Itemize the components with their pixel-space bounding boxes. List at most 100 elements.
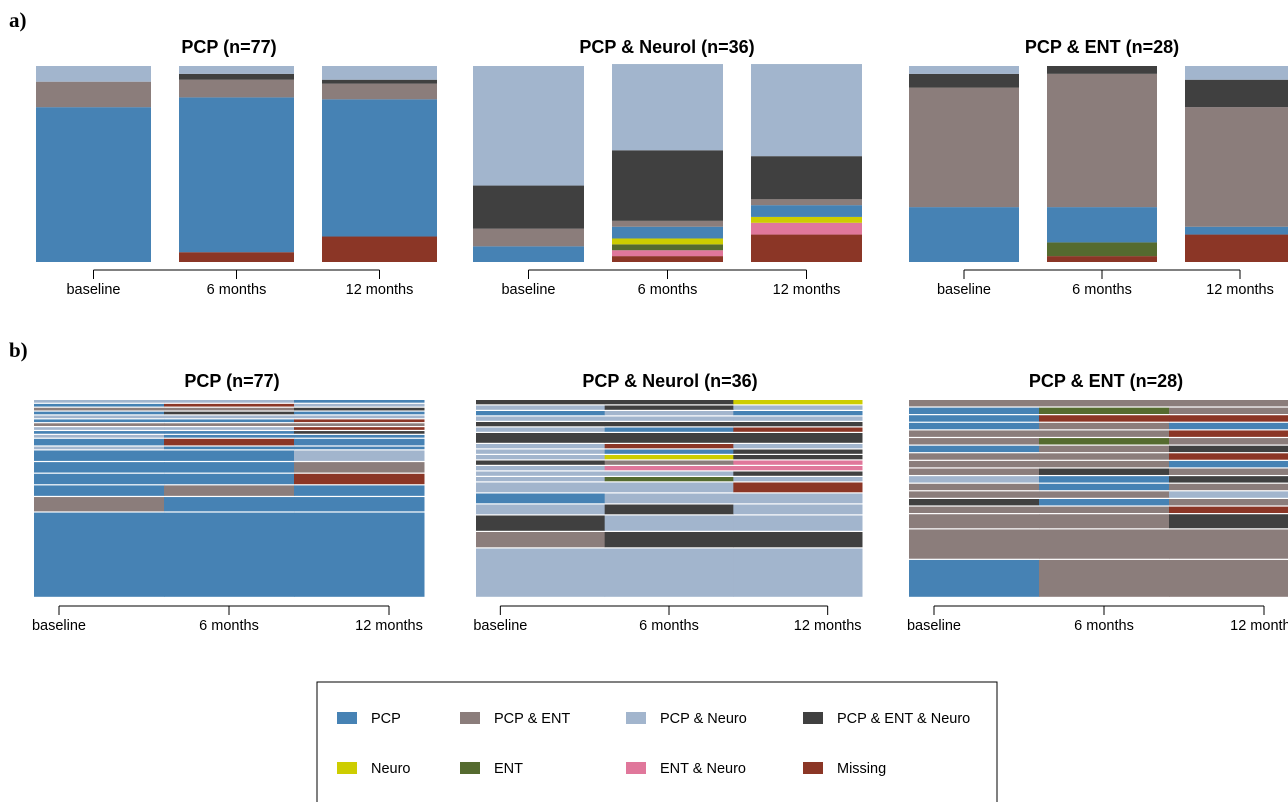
sequence-cell-pcp-and-ent-and-neuro bbox=[294, 407, 425, 411]
sequence-cell-pcp bbox=[34, 411, 165, 415]
sequence-cell-pcp-and-neuro bbox=[34, 434, 165, 438]
sequence-cell-pcp-and-neuro bbox=[476, 449, 606, 454]
sequence-cell-ent-and-neuro bbox=[733, 460, 863, 465]
sequence-row bbox=[909, 506, 1288, 514]
sequence-row bbox=[34, 403, 425, 407]
sequence-cell-pcp bbox=[294, 497, 425, 512]
sequence-cell-pcp bbox=[476, 493, 606, 504]
sequence-cell-pcp-and-neuro bbox=[476, 477, 606, 482]
sequence-cell-missing bbox=[1169, 453, 1288, 460]
legend-swatch bbox=[626, 712, 646, 724]
sequence-cell-pcp-and-neuro bbox=[604, 416, 734, 421]
sequence-cell-pcp-and-neuro bbox=[34, 400, 165, 403]
sequence-cell-pcp-and-neuro bbox=[733, 444, 863, 449]
x-tick-label: 12 months bbox=[355, 618, 423, 634]
sequence-cell-pcp bbox=[1039, 499, 1170, 506]
sequence-cell-missing bbox=[164, 438, 295, 446]
sequence-cell-ent-and-neuro bbox=[733, 466, 863, 471]
sequence-cell-missing bbox=[733, 427, 863, 432]
sequence-row bbox=[476, 444, 863, 449]
sequence-cell-pcp bbox=[604, 449, 734, 454]
sequence-row bbox=[34, 423, 425, 426]
sequence-cell-pcp-and-ent-and-neuro bbox=[476, 433, 606, 443]
sequence-cell-pcp-and-neuro bbox=[733, 515, 863, 531]
bar-segment-pcp-and-ent-and-neuro bbox=[473, 185, 584, 229]
bar-segment-missing bbox=[751, 234, 862, 262]
sequence-cell-pcp-and-ent-and-neuro bbox=[733, 455, 863, 460]
sequence-cell-pcp bbox=[34, 485, 165, 496]
sequence-cell-missing bbox=[1169, 430, 1288, 437]
sequence-row bbox=[34, 473, 425, 485]
sequence-cell-pcp bbox=[909, 407, 1040, 415]
legend-label: PCP & ENT & Neuro bbox=[837, 711, 970, 727]
sequence-cell-pcp-and-ent-and-neuro bbox=[294, 431, 425, 434]
sequence-cell-pcp-and-ent-and-neuro bbox=[476, 515, 606, 531]
sequence-cell-neuro bbox=[733, 400, 863, 405]
sequence-cell-pcp bbox=[294, 411, 425, 415]
chart-title: PCP (n=77) bbox=[184, 371, 279, 391]
sequence-cell-pcp-and-ent-and-neuro bbox=[1169, 476, 1288, 483]
x-tick-label: 6 months bbox=[1072, 282, 1132, 298]
legend-frame bbox=[316, 681, 998, 802]
sequence-cell-pcp-and-ent bbox=[1169, 468, 1288, 475]
sequence-cell-pcp-and-ent bbox=[476, 532, 606, 548]
bar-segment-pcp bbox=[1185, 226, 1288, 235]
sequence-row bbox=[34, 485, 425, 496]
sequence-cell-pcp-and-neuro bbox=[164, 427, 295, 430]
sequence-cell-missing bbox=[604, 444, 734, 449]
sequence-cell-pcp-and-ent-and-neuro bbox=[604, 504, 734, 515]
bar-segment-pcp bbox=[473, 246, 584, 262]
sequence-cell-pcp-and-ent bbox=[909, 514, 1040, 529]
sequence-cell-pcp-and-neuro bbox=[476, 482, 606, 493]
sequence-cell-missing bbox=[294, 427, 425, 430]
x-tick-label: 6 months bbox=[639, 618, 699, 634]
sequence-row bbox=[34, 427, 425, 430]
sequence-cell-pcp-and-ent bbox=[909, 460, 1040, 468]
sequence-cell-ent bbox=[1039, 407, 1170, 415]
sequence-row bbox=[476, 471, 863, 476]
sequence-cell-pcp-and-ent bbox=[1169, 499, 1288, 506]
legend-swatch bbox=[460, 762, 480, 774]
bar-segment-pcp-and-ent-and-neuro bbox=[179, 73, 294, 80]
bar-segment-ent-and-neuro bbox=[612, 250, 723, 257]
legend: PCP PCP & ENT PCP & Neuro PCP & ENT & Neuro… bbox=[316, 681, 998, 802]
sequence-cell-pcp-and-neuro bbox=[604, 411, 734, 416]
sequence-cell-pcp-and-ent-and-neuro bbox=[733, 532, 863, 548]
sequence-cell-pcp-and-neuro bbox=[34, 415, 165, 419]
bar-segment-pcp-and-neuro bbox=[751, 64, 862, 157]
sequence-cell-pcp-and-neuro bbox=[733, 405, 863, 410]
bar-segment-pcp-and-ent-and-neuro bbox=[751, 156, 862, 200]
bar-segment-missing bbox=[179, 252, 294, 262]
sequence-cell-pcp-and-ent bbox=[294, 423, 425, 426]
sequence-row bbox=[909, 453, 1288, 460]
sequence-cell-pcp bbox=[164, 450, 295, 461]
sequence-cell-pcp-and-neuro bbox=[476, 416, 606, 421]
bar-segment-pcp-and-ent bbox=[909, 87, 1019, 208]
legend-item-ent-and-neuro: ENT & Neuro bbox=[626, 761, 746, 777]
sequence-cell-pcp-and-neuro bbox=[733, 477, 863, 482]
bar-segment-pcp-and-ent-and-neuro bbox=[909, 73, 1019, 88]
sequence-cell-pcp-and-ent-and-neuro bbox=[1169, 514, 1288, 529]
sequence-cell-pcp bbox=[34, 403, 165, 407]
sequence-cell-pcp-and-ent bbox=[1039, 460, 1170, 468]
sequence-cell-pcp bbox=[476, 411, 606, 416]
sequence-cell-pcp-and-neuro bbox=[604, 548, 734, 597]
sequence-cell-pcp-and-neuro bbox=[476, 405, 606, 410]
x-tick-label: baseline bbox=[66, 282, 120, 298]
sequence-cell-pcp-and-neuro bbox=[476, 427, 606, 432]
sequence-cell-pcp bbox=[909, 422, 1040, 430]
sequence-cell-pcp-and-ent-and-neuro bbox=[733, 433, 863, 443]
bar-segment-ent-and-neuro bbox=[751, 222, 862, 235]
sequence-row bbox=[909, 529, 1288, 559]
bar-segment-ent bbox=[612, 244, 723, 251]
sequence-row bbox=[909, 476, 1288, 483]
legend-label: PCP bbox=[371, 711, 401, 727]
bar-segment-pcp-and-neuro bbox=[1185, 66, 1288, 80]
chart-title: PCP (n=77) bbox=[181, 37, 276, 57]
sequence-cell-pcp-and-neuro bbox=[1169, 491, 1288, 498]
legend-label: Missing bbox=[837, 761, 886, 777]
legend-item-neuro: Neuro bbox=[337, 761, 411, 777]
chart-title: PCP & ENT (n=28) bbox=[1025, 37, 1179, 57]
sequence-cell-pcp-and-ent bbox=[1039, 529, 1170, 559]
